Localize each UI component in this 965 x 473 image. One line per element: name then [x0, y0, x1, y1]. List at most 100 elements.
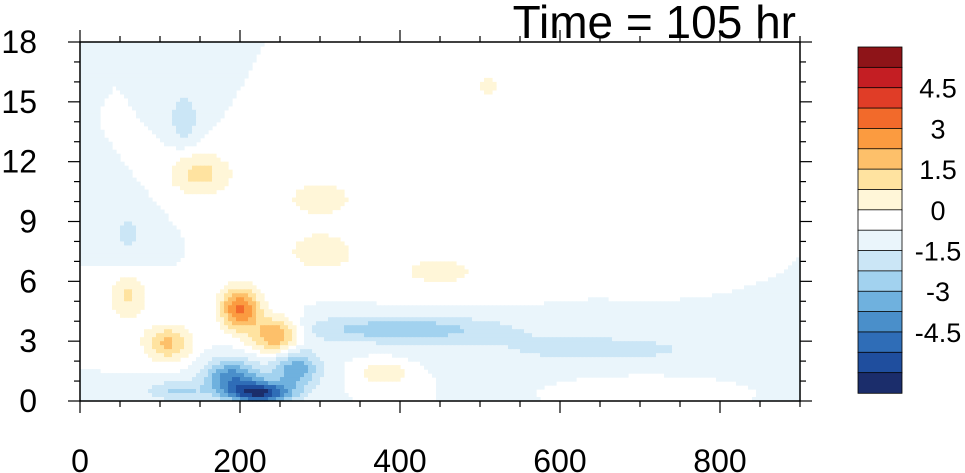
- heatmap-cell: [476, 349, 481, 354]
- heatmap-cell: [772, 325, 777, 330]
- heatmap-cell: [92, 261, 97, 266]
- heatmap-cell: [172, 333, 177, 338]
- heatmap-cell: [516, 357, 521, 362]
- heatmap-cell: [168, 121, 173, 127]
- heatmap-cell: [200, 57, 205, 63]
- heatmap-cell: [448, 325, 453, 330]
- heatmap-cell: [164, 42, 169, 47]
- heatmap-cell: [160, 357, 165, 362]
- heatmap-cell: [568, 301, 573, 306]
- heatmap-cell: [248, 317, 253, 322]
- heatmap-cell: [84, 69, 89, 75]
- heatmap-cell: [404, 321, 409, 326]
- heatmap-cell: [216, 169, 221, 175]
- heatmap-cell: [796, 277, 801, 282]
- heatmap-cell: [464, 325, 469, 330]
- heatmap-cell: [504, 321, 509, 326]
- heatmap-cell: [524, 353, 529, 358]
- heatmap-cell: [216, 305, 221, 310]
- heatmap-cell: [240, 65, 245, 71]
- heatmap-cell: [316, 237, 321, 243]
- heatmap-cell: [708, 373, 713, 378]
- heatmap-cell: [792, 321, 797, 326]
- heatmap-cell: [284, 357, 289, 362]
- heatmap-cell: [200, 353, 205, 358]
- heatmap-cell: [472, 333, 477, 338]
- heatmap-cell: [204, 61, 209, 67]
- heatmap-cell: [92, 129, 97, 135]
- heatmap-cell: [376, 341, 381, 346]
- heatmap-cell: [268, 309, 273, 314]
- heatmap-cell: [96, 241, 101, 247]
- heatmap-cell: [132, 61, 137, 67]
- heatmap-cell: [312, 321, 317, 326]
- heatmap-cell: [580, 353, 585, 358]
- heatmap-cell: [156, 325, 161, 330]
- heatmap-cell: [752, 329, 757, 334]
- heatmap-cell: [132, 85, 137, 91]
- heatmap-cell: [256, 305, 261, 310]
- heatmap-cell: [756, 313, 761, 318]
- heatmap-cell: [548, 353, 553, 358]
- heatmap-cell: [336, 353, 341, 358]
- heatmap-cell: [576, 321, 581, 326]
- heatmap-cell: [564, 353, 569, 358]
- heatmap-cell: [336, 241, 341, 247]
- heatmap-cell: [476, 341, 481, 346]
- heatmap-cell: [80, 189, 85, 195]
- heatmap-cell: [156, 353, 161, 358]
- heatmap-cell: [404, 309, 409, 314]
- heatmap-cell: [744, 365, 749, 370]
- heatmap-cell: [464, 337, 469, 342]
- heatmap-cell: [252, 45, 257, 51]
- heatmap-cell: [340, 381, 345, 386]
- heatmap-cell: [528, 373, 533, 378]
- heatmap-cell: [400, 333, 405, 338]
- heatmap-cell: [332, 369, 337, 374]
- heatmap-cell: [176, 349, 181, 354]
- heatmap-cell: [100, 221, 105, 227]
- heatmap-cell: [208, 369, 213, 374]
- heatmap-cell: [652, 313, 657, 318]
- heatmap-cell: [752, 325, 757, 330]
- heatmap-cell: [476, 313, 481, 318]
- heatmap-cell: [672, 349, 677, 354]
- heatmap-cell: [324, 237, 329, 243]
- heatmap-cell: [240, 49, 245, 55]
- heatmap-cell: [148, 241, 153, 247]
- heatmap-cell: [192, 45, 197, 51]
- heatmap-cell: [196, 49, 201, 55]
- heatmap-cell: [208, 109, 213, 115]
- heatmap-cell: [380, 317, 385, 322]
- heatmap-cell: [640, 305, 645, 310]
- heatmap-cell: [736, 357, 741, 362]
- heatmap-cell: [132, 201, 137, 207]
- heatmap-cell: [448, 345, 453, 350]
- heatmap-cell: [340, 337, 345, 342]
- heatmap-cell: [620, 365, 625, 370]
- heatmap-cell: [96, 101, 101, 107]
- heatmap-cell: [512, 365, 517, 370]
- heatmap-cell: [628, 333, 633, 338]
- heatmap-cell: [784, 357, 789, 362]
- heatmap-cell: [96, 97, 101, 103]
- heatmap-cell: [128, 53, 133, 59]
- heatmap-cell: [172, 329, 177, 334]
- heatmap-cell: [644, 309, 649, 314]
- heatmap-cell: [180, 81, 185, 87]
- heatmap-cell: [184, 377, 189, 382]
- heatmap-cell: [104, 201, 109, 207]
- heatmap-cell: [772, 285, 777, 290]
- heatmap-cell: [672, 345, 677, 350]
- heatmap-cell: [796, 261, 801, 266]
- heatmap-cell: [224, 373, 229, 378]
- heatmap-cell: [700, 345, 705, 350]
- heatmap-cell: [692, 313, 697, 318]
- heatmap-cell: [656, 349, 661, 354]
- heatmap-cell: [688, 297, 693, 302]
- heatmap-cell: [164, 85, 169, 91]
- heatmap-cell: [428, 305, 433, 310]
- heatmap-cell: [396, 341, 401, 346]
- heatmap-cell: [172, 249, 177, 255]
- heatmap-cell: [208, 117, 213, 123]
